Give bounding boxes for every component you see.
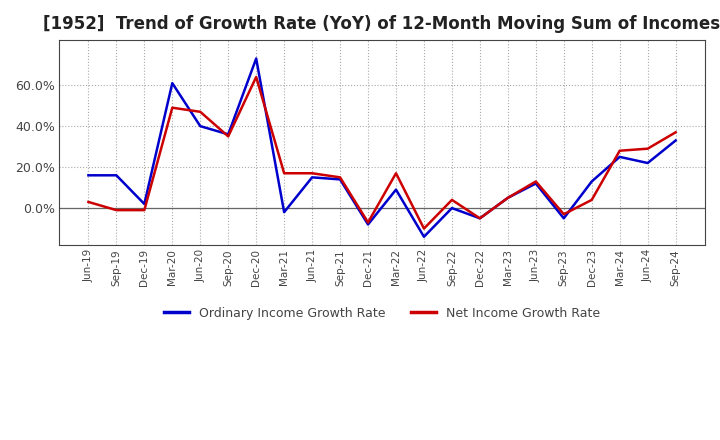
Net Income Growth Rate: [392, 171, 400, 176]
Ordinary Income Growth Rate: [84, 172, 93, 178]
Net Income Growth Rate: [336, 175, 344, 180]
Line: Ordinary Income Growth Rate: Ordinary Income Growth Rate: [89, 59, 675, 237]
Ordinary Income Growth Rate: [224, 132, 233, 137]
Ordinary Income Growth Rate: [476, 216, 485, 221]
Net Income Growth Rate: [84, 199, 93, 205]
Title: [1952]  Trend of Growth Rate (YoY) of 12-Month Moving Sum of Incomes: [1952] Trend of Growth Rate (YoY) of 12-…: [43, 15, 720, 33]
Ordinary Income Growth Rate: [644, 160, 652, 165]
Net Income Growth Rate: [588, 197, 596, 202]
Ordinary Income Growth Rate: [168, 81, 176, 86]
Legend: Ordinary Income Growth Rate, Net Income Growth Rate: Ordinary Income Growth Rate, Net Income …: [159, 302, 605, 325]
Net Income Growth Rate: [476, 216, 485, 221]
Ordinary Income Growth Rate: [252, 56, 261, 61]
Ordinary Income Growth Rate: [616, 154, 624, 160]
Net Income Growth Rate: [224, 134, 233, 139]
Net Income Growth Rate: [531, 179, 540, 184]
Ordinary Income Growth Rate: [392, 187, 400, 192]
Ordinary Income Growth Rate: [671, 138, 680, 143]
Net Income Growth Rate: [448, 197, 456, 202]
Ordinary Income Growth Rate: [336, 177, 344, 182]
Net Income Growth Rate: [252, 74, 261, 80]
Line: Net Income Growth Rate: Net Income Growth Rate: [89, 77, 675, 228]
Ordinary Income Growth Rate: [307, 175, 316, 180]
Ordinary Income Growth Rate: [140, 202, 148, 207]
Ordinary Income Growth Rate: [588, 179, 596, 184]
Net Income Growth Rate: [671, 130, 680, 135]
Net Income Growth Rate: [168, 105, 176, 110]
Net Income Growth Rate: [307, 171, 316, 176]
Net Income Growth Rate: [420, 226, 428, 231]
Net Income Growth Rate: [196, 109, 204, 114]
Ordinary Income Growth Rate: [448, 205, 456, 211]
Ordinary Income Growth Rate: [364, 222, 372, 227]
Ordinary Income Growth Rate: [531, 181, 540, 186]
Net Income Growth Rate: [140, 208, 148, 213]
Ordinary Income Growth Rate: [196, 124, 204, 129]
Net Income Growth Rate: [364, 220, 372, 225]
Net Income Growth Rate: [616, 148, 624, 154]
Ordinary Income Growth Rate: [112, 172, 121, 178]
Net Income Growth Rate: [503, 195, 512, 201]
Net Income Growth Rate: [559, 212, 568, 217]
Net Income Growth Rate: [644, 146, 652, 151]
Ordinary Income Growth Rate: [280, 209, 289, 215]
Net Income Growth Rate: [280, 171, 289, 176]
Ordinary Income Growth Rate: [503, 195, 512, 201]
Net Income Growth Rate: [112, 208, 121, 213]
Ordinary Income Growth Rate: [559, 216, 568, 221]
Ordinary Income Growth Rate: [420, 234, 428, 239]
